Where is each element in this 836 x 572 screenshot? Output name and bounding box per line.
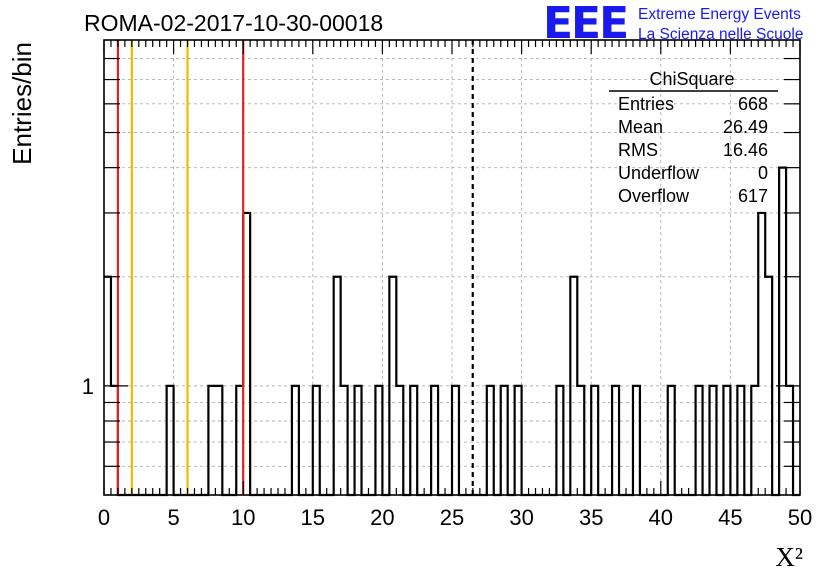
stats-label: Overflow [618,186,690,206]
logo-mark: EEE [543,0,629,49]
x-tick-label: 30 [509,505,533,530]
x-tick-label: 25 [440,505,464,530]
stats-label: Underflow [618,163,700,183]
y-tick-label: 1 [82,374,94,399]
stats-label: Mean [618,117,663,137]
x-tick-label: 5 [167,505,179,530]
x-tick-label: 40 [649,505,673,530]
stats-label: Entries [618,94,674,114]
stats-title: ChiSquare [649,69,734,89]
x-tick-label: 10 [231,505,255,530]
stats-label: RMS [618,140,658,160]
stats-value: 668 [738,94,768,114]
stats-value: 26.49 [723,117,768,137]
stats-box: ChiSquare Entries 668 Mean 26.49 RMS 16.46 Unde… [609,69,778,206]
logo-line-1: Extreme Energy Events [638,6,801,23]
x-tick-label: 45 [718,505,742,530]
x-tick-label: 50 [788,505,812,530]
x-axis-title: X² [775,542,803,572]
y-axis-title: Entries/bin [7,42,37,165]
x-tick-label: 0 [98,505,110,530]
x-tick-label: 20 [370,505,394,530]
stats-value: 0 [758,163,768,183]
x-tick-label: 15 [301,505,325,530]
stats-value: 617 [738,186,768,206]
x-tick-label: 35 [579,505,603,530]
logo-line-2: La Scienza nelle Scuole [638,26,804,43]
stats-value: 16.46 [723,140,768,160]
chart-title: ROMA-02-2017-10-30-00018 [84,10,384,36]
axes: 0 5 10 15 20 25 30 35 40 45 50 1 Entries/bin X² [7,39,812,572]
cut-lines [116,40,474,495]
